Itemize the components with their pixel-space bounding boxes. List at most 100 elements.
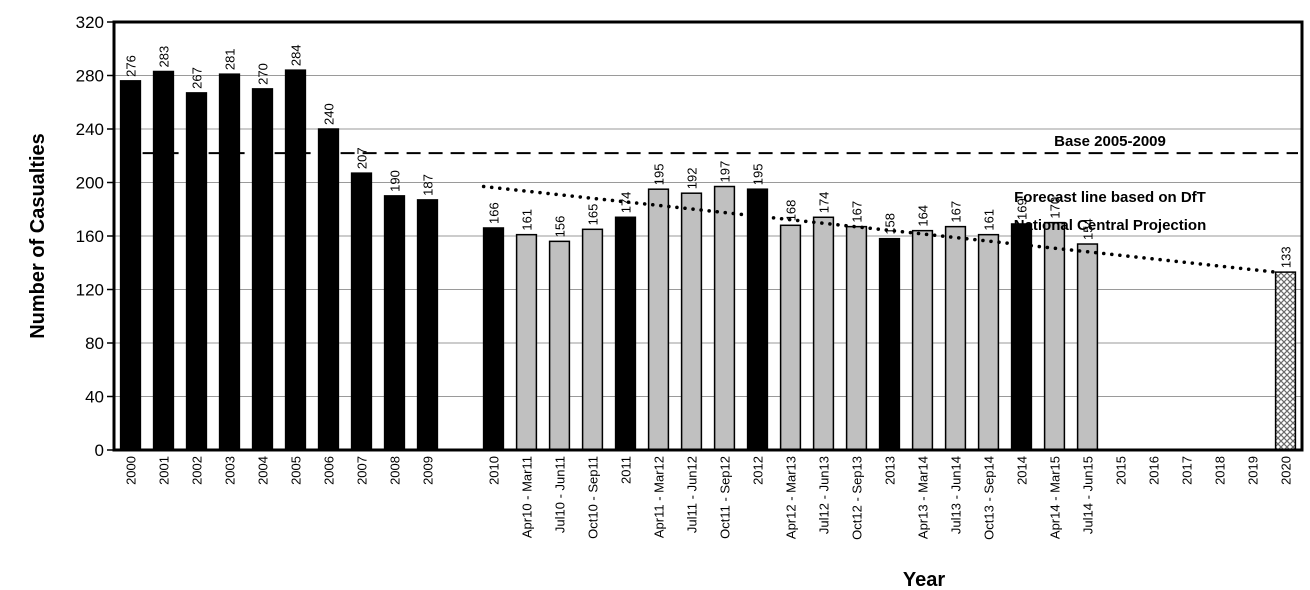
- bar-value-label: 284: [289, 44, 304, 66]
- x-tick-label: 2015: [1114, 456, 1129, 485]
- bar-series: [119, 69, 1297, 451]
- bar-value-label: 195: [751, 163, 766, 185]
- bar-value-label: 190: [388, 170, 403, 192]
- bar-value-label: 170: [1048, 197, 1063, 219]
- x-tick-label: Apr13 - Mar14: [916, 456, 931, 539]
- x-tick-label: Oct12 - Sep13: [850, 456, 865, 540]
- x-tick-label: 2006: [322, 456, 337, 485]
- bar-value-label: 281: [223, 48, 238, 70]
- bar-value-label: 167: [850, 201, 865, 223]
- plot-frame: [112, 20, 1304, 452]
- bar-value-label: 133: [1279, 246, 1294, 268]
- bar-value-label: 207: [355, 147, 370, 169]
- x-tick-label: 2020: [1279, 456, 1294, 485]
- x-tick-label: 2003: [223, 456, 238, 485]
- bar: [284, 69, 307, 451]
- forecast-line: [481, 184, 1278, 274]
- x-tick-label: 2012: [751, 456, 766, 485]
- y-tick-label: 40: [85, 388, 104, 407]
- bar: [581, 228, 604, 451]
- x-tick-label: Jul14 - Jun15: [1081, 456, 1096, 534]
- y-tick-label: 280: [76, 67, 104, 86]
- bar-value-label: 197: [718, 161, 733, 183]
- x-tick-label: 2011: [619, 456, 634, 484]
- y-tick-label: 0: [95, 441, 104, 460]
- x-tick-label: Jul10 - Jun11: [553, 456, 568, 533]
- bar: [350, 172, 373, 451]
- x-axis-ticks: 2000 2001 2002 2003 2004 2005 2006 2007 2008 2009…: [124, 456, 1294, 540]
- bar-value-label: 156: [553, 216, 568, 238]
- bar-value-label: 167: [949, 201, 964, 223]
- x-tick-label: 2018: [1213, 456, 1228, 485]
- x-tick-label: 2005: [289, 456, 304, 485]
- x-tick-label: 2009: [421, 456, 436, 485]
- x-tick-label: 2016: [1147, 456, 1162, 485]
- x-axis-title: Year: [903, 569, 945, 590]
- bar: [515, 233, 538, 451]
- bar: [779, 224, 802, 451]
- x-tick-label: 2010: [487, 456, 502, 485]
- x-tick-label: Oct11 - Sep12: [718, 456, 733, 539]
- bar: [680, 192, 703, 451]
- bar: [944, 225, 967, 451]
- forecast-label-line-1: Forecast line based on DfT: [1014, 189, 1206, 206]
- bar-value-label: 168: [784, 200, 799, 222]
- bar: [911, 229, 934, 451]
- bar-value-label: 158: [883, 213, 898, 235]
- bar-value-label: 192: [685, 167, 700, 189]
- bar: [977, 233, 1000, 451]
- bar: [1076, 243, 1099, 451]
- bar-value-label: 169: [1015, 198, 1030, 220]
- bar-value-label: 174: [619, 192, 634, 214]
- forecast-label-line-2: National Central Projection: [1014, 217, 1207, 234]
- bar-value-label: 240: [322, 103, 337, 125]
- bar: [251, 88, 274, 451]
- x-tick-label: Jul12 - Jun13: [817, 456, 832, 534]
- x-tick-label: 2001: [157, 456, 172, 485]
- x-tick-label: Apr12 - Mar13: [784, 456, 799, 539]
- x-tick-label: 2002: [190, 456, 205, 485]
- x-tick-label: Apr14 - Mar15: [1048, 456, 1063, 539]
- bar: [383, 195, 406, 451]
- bar: [614, 216, 637, 451]
- y-tick-label: 240: [76, 120, 104, 139]
- bar-value-label: 195: [652, 163, 667, 185]
- x-tick-label: 2007: [355, 456, 370, 485]
- x-tick-label: Oct13 - Sep14: [982, 456, 997, 540]
- bar-value-label: 270: [256, 63, 271, 85]
- x-tick-label: Apr11 - Mar12: [652, 456, 667, 538]
- bar: [218, 73, 241, 451]
- x-tick-label: 2000: [124, 456, 139, 485]
- bar: [1274, 271, 1297, 451]
- bar: [482, 227, 505, 451]
- bar-value-label: 154: [1081, 218, 1096, 240]
- bar: [152, 70, 175, 451]
- x-tick-label: 2013: [883, 456, 898, 485]
- x-tick-label: Oct10 - Sep11: [586, 456, 601, 539]
- x-tick-label: 2019: [1246, 456, 1261, 485]
- x-tick-label: 2008: [388, 456, 403, 485]
- bar: [119, 80, 142, 451]
- bar: [548, 240, 571, 451]
- y-tick-label: 80: [85, 334, 104, 353]
- bar-value-label: 164: [916, 205, 931, 227]
- y-tick-label: 200: [76, 174, 104, 193]
- bar: [647, 188, 670, 451]
- x-tick-label: 2014: [1015, 456, 1030, 485]
- bar-value-label: 187: [421, 174, 436, 196]
- y-tick-label: 120: [76, 281, 104, 300]
- y-axis-title: Number of Casualties: [27, 133, 49, 339]
- bar: [713, 185, 736, 451]
- overlay-lines: [120, 152, 1298, 274]
- bar-value-label: 267: [190, 67, 205, 89]
- bar: [1043, 221, 1066, 451]
- x-tick-label: Jul11 - Jun12: [685, 456, 700, 533]
- y-axis-ticks: 0 40 80 120 160 200 240 280 320: [76, 13, 114, 460]
- baseline-label: Base 2005-2009: [1054, 133, 1166, 150]
- bar-value-label: 276: [124, 55, 139, 77]
- bar: [185, 92, 208, 451]
- bar-value-label: 161: [520, 209, 535, 231]
- bar: [416, 199, 439, 451]
- bar: [878, 237, 901, 451]
